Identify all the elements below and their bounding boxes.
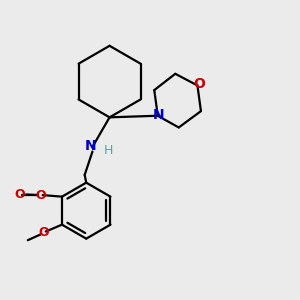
Text: O: O <box>35 189 46 202</box>
Text: O: O <box>38 226 49 239</box>
Text: N: N <box>85 139 97 153</box>
Text: N: N <box>153 108 164 122</box>
Text: O: O <box>194 77 206 91</box>
Text: H: H <box>104 144 113 157</box>
Text: O: O <box>14 188 25 201</box>
